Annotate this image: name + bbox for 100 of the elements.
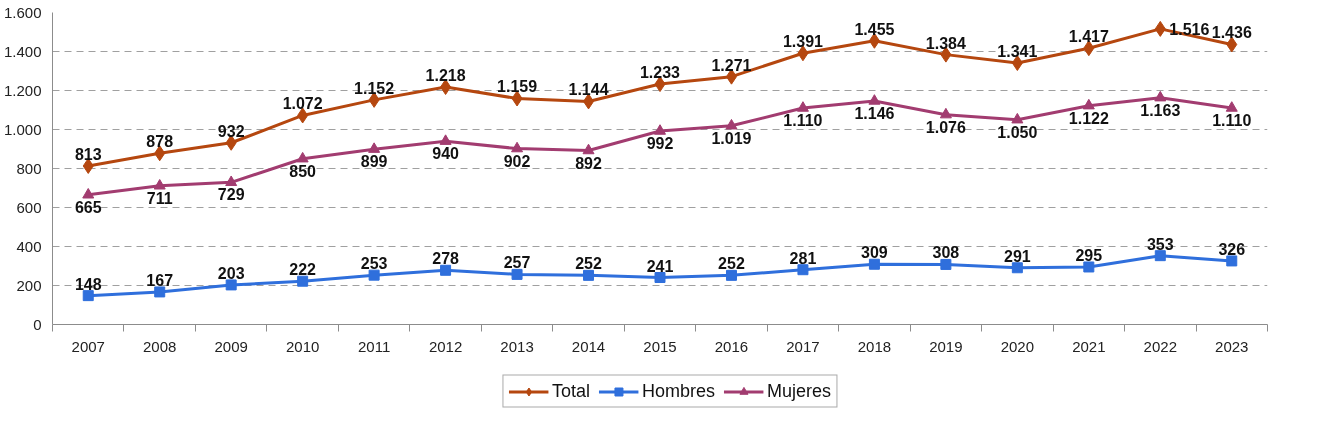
point xyxy=(368,269,380,281)
data-label: 1.072 xyxy=(282,95,323,113)
data-label: 1.384 xyxy=(925,34,966,52)
data-label: 1.436 xyxy=(1211,24,1252,42)
point xyxy=(1225,101,1238,112)
data-label: 1.076 xyxy=(925,118,966,136)
x-tick-label: 2020 xyxy=(1000,337,1035,355)
y-tick-label: 1.400 xyxy=(3,42,42,60)
point xyxy=(725,118,738,130)
point xyxy=(1226,255,1238,267)
point xyxy=(296,151,309,163)
point xyxy=(1154,20,1166,37)
x-tick-label: 2016 xyxy=(714,337,749,355)
point xyxy=(511,141,524,153)
data-label: 1.417 xyxy=(1068,28,1109,46)
data-label: 892 xyxy=(575,154,602,172)
x-tick-label: 2023 xyxy=(1215,337,1249,355)
data-label: 253 xyxy=(360,255,388,273)
data-label: 309 xyxy=(861,244,888,262)
y-tick-label: 1.600 xyxy=(3,3,42,21)
data-label: 257 xyxy=(503,254,531,272)
x-tick-label: 2012 xyxy=(428,337,463,355)
data-label: 729 xyxy=(217,186,245,204)
data-label: 1.455 xyxy=(854,20,895,38)
point xyxy=(225,175,238,187)
x-tick-label: 2022 xyxy=(1143,337,1177,355)
x-tick-label: 2010 xyxy=(285,337,320,355)
point xyxy=(368,142,381,153)
point xyxy=(153,179,166,190)
y-tick-label: 200 xyxy=(16,276,42,294)
data-label: 902 xyxy=(503,152,531,170)
data-label: 1.159 xyxy=(497,78,538,96)
data-label: 278 xyxy=(432,250,460,268)
data-label: 665 xyxy=(74,198,102,216)
point xyxy=(440,264,452,276)
data-label: 326 xyxy=(1218,240,1246,258)
x-tick-label: 2007 xyxy=(71,337,105,355)
x-tick-label: 2018 xyxy=(857,337,892,355)
data-label: 878 xyxy=(146,133,174,151)
data-label: 308 xyxy=(932,244,960,262)
data-label: 1.110 xyxy=(1212,112,1252,130)
data-label: 899 xyxy=(360,153,388,171)
point xyxy=(511,268,523,280)
data-label: 1.144 xyxy=(568,81,609,99)
point xyxy=(654,272,666,284)
data-label: 222 xyxy=(289,261,317,279)
data-label: 1.050 xyxy=(997,123,1038,141)
point xyxy=(1154,250,1166,262)
legend-label: Mujeres xyxy=(767,380,832,402)
point xyxy=(940,258,952,270)
data-label: 241 xyxy=(646,257,674,275)
y-tick-label: 1.000 xyxy=(3,120,42,138)
data-label: 148 xyxy=(74,275,102,293)
data-label: 291 xyxy=(1004,247,1031,265)
data-label: 940 xyxy=(432,145,460,163)
data-label: 1.233 xyxy=(639,64,681,82)
data-label: 252 xyxy=(575,255,602,273)
point xyxy=(1083,261,1095,273)
data-label: 1.391 xyxy=(782,33,824,51)
y-tick-label: 0 xyxy=(33,315,42,333)
point xyxy=(868,258,880,270)
data-label: 813 xyxy=(74,145,102,163)
data-label: 1.110 xyxy=(783,112,823,130)
x-tick-label: 2011 xyxy=(357,337,391,355)
point xyxy=(654,124,666,135)
x-tick-label: 2015 xyxy=(643,337,677,355)
point xyxy=(154,286,166,298)
data-label: 1.019 xyxy=(711,129,752,147)
legend-label: Total xyxy=(551,380,590,402)
data-label: 353 xyxy=(1146,235,1174,253)
point xyxy=(1011,262,1023,274)
point xyxy=(725,269,737,281)
point xyxy=(583,269,595,281)
data-label: 1.152 xyxy=(354,79,395,97)
x-tick-label: 2017 xyxy=(786,337,820,355)
data-label: 850 xyxy=(289,162,317,180)
point xyxy=(82,187,95,199)
data-label: 1.122 xyxy=(1068,109,1109,127)
x-tick-label: 2008 xyxy=(143,337,177,355)
data-label: 1.271 xyxy=(711,56,752,74)
y-tick-label: 400 xyxy=(16,237,42,255)
data-label: 252 xyxy=(718,255,745,273)
y-tick-label: 600 xyxy=(16,198,42,216)
point xyxy=(297,275,309,287)
point xyxy=(1011,112,1024,124)
x-tick-label: 2009 xyxy=(214,337,248,355)
point xyxy=(797,264,809,276)
y-tick-label: 1.200 xyxy=(3,81,42,99)
y-tick-label: 800 xyxy=(16,159,42,177)
x-tick-label: 2014 xyxy=(571,337,606,355)
x-tick-label: 2021 xyxy=(1072,337,1106,355)
data-label: 992 xyxy=(646,135,674,153)
point xyxy=(1082,98,1095,110)
point xyxy=(582,143,595,155)
data-label: 281 xyxy=(789,249,817,267)
data-label: 1.341 xyxy=(997,43,1038,61)
point xyxy=(439,134,452,145)
point xyxy=(868,94,881,105)
legend-label: Hombres xyxy=(641,380,716,402)
point xyxy=(796,101,809,112)
